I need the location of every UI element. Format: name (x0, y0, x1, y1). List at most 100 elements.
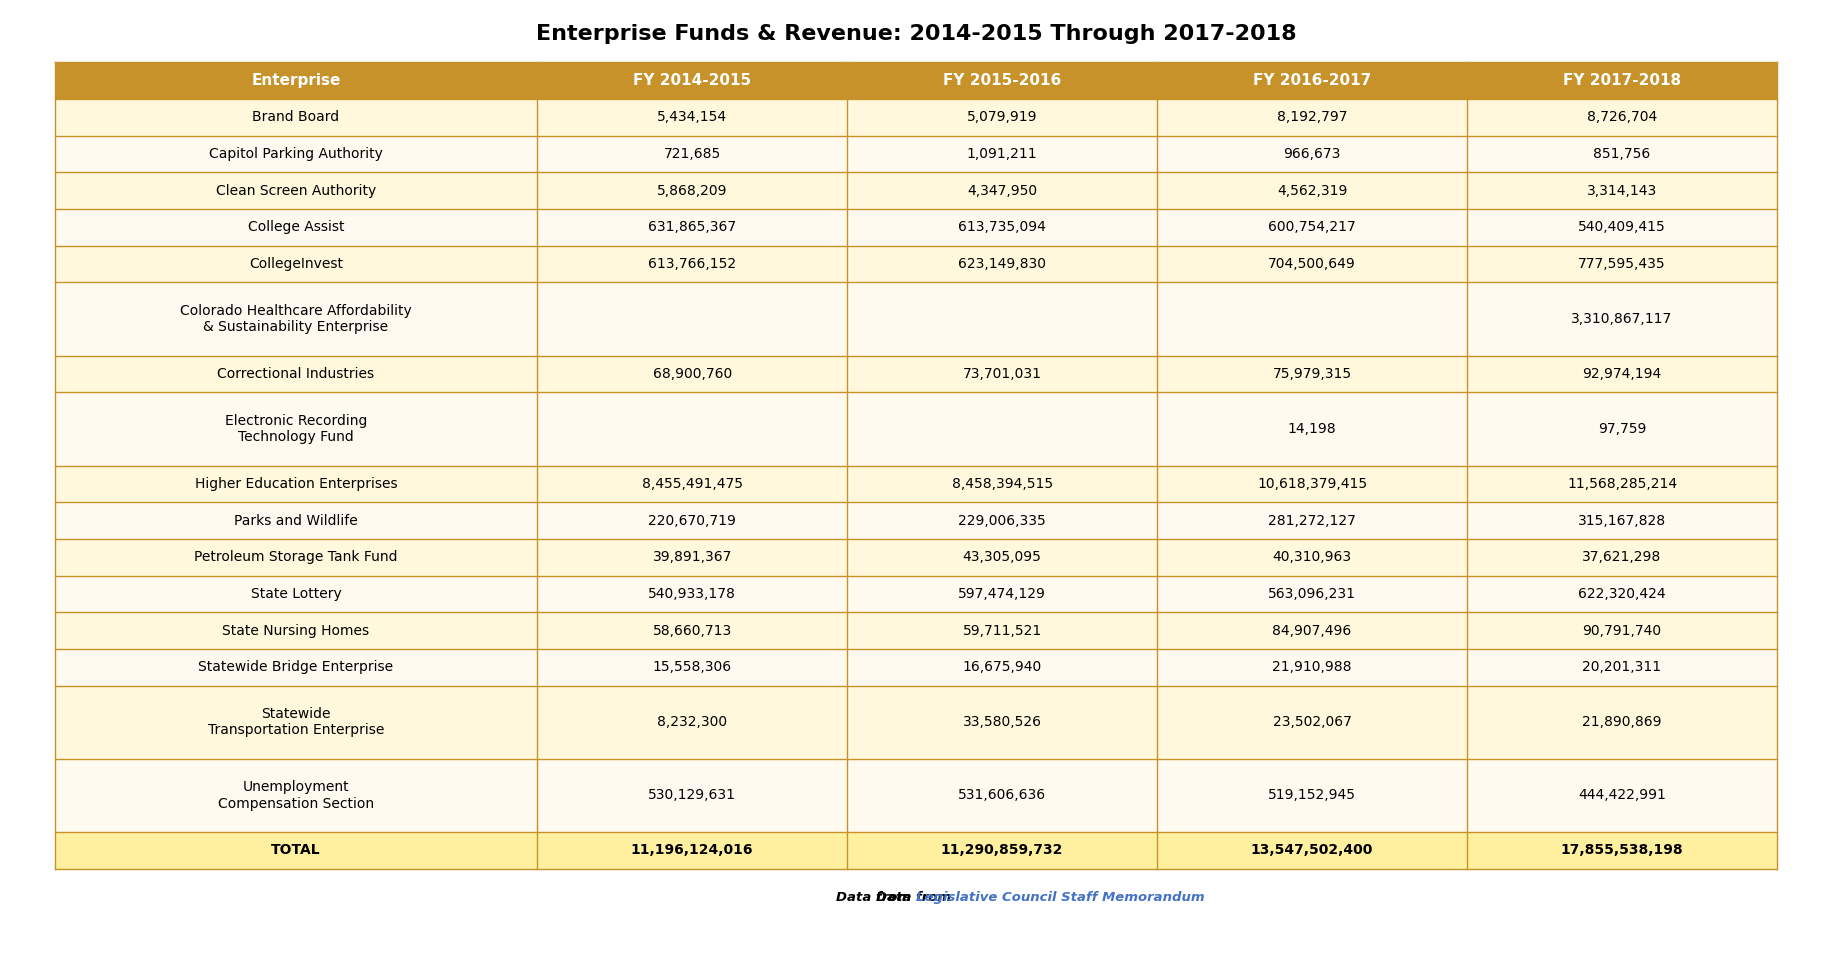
Text: 97,759: 97,759 (1598, 422, 1647, 436)
Text: 11,290,859,732: 11,290,859,732 (942, 844, 1063, 857)
Text: College Assist: College Assist (247, 221, 344, 234)
Text: 8,458,394,515: 8,458,394,515 (951, 477, 1053, 491)
Bar (55, 832, 1777, 869)
Text: Data from: Data from (835, 891, 916, 904)
Text: CollegeInvest: CollegeInvest (249, 257, 343, 271)
Bar (55, 758, 1777, 832)
Text: Petroleum Storage Tank Fund: Petroleum Storage Tank Fund (194, 550, 398, 564)
Text: 8,192,797: 8,192,797 (1277, 110, 1347, 125)
Text: 16,675,940: 16,675,940 (962, 660, 1042, 674)
Text: FY 2016-2017: FY 2016-2017 (1253, 73, 1370, 88)
Text: 540,933,178: 540,933,178 (649, 587, 736, 601)
Bar (55, 173, 1777, 209)
Text: State Nursing Homes: State Nursing Homes (222, 624, 370, 637)
Text: 4,562,319: 4,562,319 (1277, 183, 1347, 198)
Bar (55, 355, 1777, 393)
Bar (55, 135, 1777, 173)
Text: 613,735,094: 613,735,094 (958, 221, 1046, 234)
Text: 4,347,950: 4,347,950 (967, 183, 1037, 198)
Text: 8,232,300: 8,232,300 (658, 715, 727, 730)
Text: Brand Board: Brand Board (253, 110, 339, 125)
Text: FY 2017-2018: FY 2017-2018 (1563, 73, 1682, 88)
Text: Statewide
Transportation Enterprise: Statewide Transportation Enterprise (207, 708, 385, 737)
Text: 777,595,435: 777,595,435 (1577, 257, 1665, 271)
Text: 229,006,335: 229,006,335 (958, 514, 1046, 528)
Text: 14,198: 14,198 (1288, 422, 1336, 436)
Text: State Lottery: State Lottery (251, 587, 341, 601)
Text: 59,711,521: 59,711,521 (962, 624, 1042, 637)
Text: 1,091,211: 1,091,211 (967, 147, 1037, 161)
Text: 597,474,129: 597,474,129 (958, 587, 1046, 601)
Bar (55, 685, 1777, 758)
Text: 13,547,502,400: 13,547,502,400 (1251, 844, 1374, 857)
Text: 58,660,713: 58,660,713 (652, 624, 731, 637)
Text: 563,096,231: 563,096,231 (1268, 587, 1356, 601)
Text: Colorado Healthcare Affordability
& Sustainability Enterprise: Colorado Healthcare Affordability & Sust… (180, 304, 412, 334)
Bar (55, 502, 1777, 539)
Text: Electronic Recording
Technology Fund: Electronic Recording Technology Fund (225, 414, 366, 444)
Bar (55, 539, 1777, 576)
Text: 5,434,154: 5,434,154 (658, 110, 727, 125)
Text: 90,791,740: 90,791,740 (1583, 624, 1662, 637)
Text: FY 2014-2015: FY 2014-2015 (634, 73, 751, 88)
Text: 21,890,869: 21,890,869 (1583, 715, 1662, 730)
Text: 623,149,830: 623,149,830 (958, 257, 1046, 271)
Text: 21,910,988: 21,910,988 (1273, 660, 1352, 674)
Bar (55, 649, 1777, 685)
Bar (55, 466, 1777, 502)
Text: 10,618,379,415: 10,618,379,415 (1257, 477, 1367, 491)
Text: 73,701,031: 73,701,031 (962, 367, 1042, 381)
Text: 315,167,828: 315,167,828 (1577, 514, 1665, 528)
Text: 37,621,298: 37,621,298 (1583, 550, 1662, 564)
Text: 84,907,496: 84,907,496 (1273, 624, 1352, 637)
Text: 23,502,067: 23,502,067 (1273, 715, 1352, 730)
Text: 966,673: 966,673 (1284, 147, 1341, 161)
Bar (55, 209, 1777, 246)
Text: 631,865,367: 631,865,367 (649, 221, 736, 234)
Bar (55, 99, 1777, 135)
Text: 519,152,945: 519,152,945 (1268, 788, 1356, 803)
Text: FY 2015-2016: FY 2015-2016 (943, 73, 1061, 88)
Text: 33,580,526: 33,580,526 (962, 715, 1042, 730)
Text: 281,272,127: 281,272,127 (1268, 514, 1356, 528)
Text: 3,310,867,117: 3,310,867,117 (1572, 312, 1673, 326)
Text: 39,891,367: 39,891,367 (652, 550, 731, 564)
Text: 530,129,631: 530,129,631 (649, 788, 736, 803)
Bar (55, 282, 1777, 355)
Text: 540,409,415: 540,409,415 (1577, 221, 1665, 234)
Text: Enterprise: Enterprise (251, 73, 341, 88)
Text: 5,868,209: 5,868,209 (658, 183, 727, 198)
Text: 8,726,704: 8,726,704 (1587, 110, 1658, 125)
Text: 8,455,491,475: 8,455,491,475 (641, 477, 742, 491)
Text: Legislative Council Staff Memorandum: Legislative Council Staff Memorandum (916, 891, 1205, 904)
Text: 43,305,095: 43,305,095 (962, 550, 1042, 564)
Text: Unemployment
Compensation Section: Unemployment Compensation Section (218, 780, 374, 810)
Text: 622,320,424: 622,320,424 (1577, 587, 1665, 601)
Bar (55, 576, 1777, 612)
Text: 613,766,152: 613,766,152 (649, 257, 736, 271)
Text: Enterprise Funds & Revenue: 2014-2015 Through 2017-2018: Enterprise Funds & Revenue: 2014-2015 Th… (535, 24, 1297, 44)
Text: 68,900,760: 68,900,760 (652, 367, 731, 381)
Text: 20,201,311: 20,201,311 (1583, 660, 1662, 674)
Text: Statewide Bridge Enterprise: Statewide Bridge Enterprise (198, 660, 394, 674)
Text: 600,754,217: 600,754,217 (1268, 221, 1356, 234)
Text: Data from: Data from (876, 891, 956, 904)
Bar (55, 612, 1777, 649)
Bar (55, 246, 1777, 282)
Text: 17,855,538,198: 17,855,538,198 (1561, 844, 1684, 857)
Text: Parks and Wildlife: Parks and Wildlife (234, 514, 357, 528)
Text: 531,606,636: 531,606,636 (958, 788, 1046, 803)
Text: TOTAL: TOTAL (271, 844, 321, 857)
Text: Capitol Parking Authority: Capitol Parking Authority (209, 147, 383, 161)
Text: 5,079,919: 5,079,919 (967, 110, 1037, 125)
Bar (55, 393, 1777, 466)
Text: 3,314,143: 3,314,143 (1587, 183, 1658, 198)
Text: 92,974,194: 92,974,194 (1583, 367, 1662, 381)
Text: 15,558,306: 15,558,306 (652, 660, 731, 674)
Bar (55, 62, 1777, 99)
Text: 704,500,649: 704,500,649 (1268, 257, 1356, 271)
Text: 11,568,285,214: 11,568,285,214 (1566, 477, 1676, 491)
Text: 40,310,963: 40,310,963 (1273, 550, 1352, 564)
Text: 444,422,991: 444,422,991 (1577, 788, 1665, 803)
Text: 721,685: 721,685 (663, 147, 720, 161)
